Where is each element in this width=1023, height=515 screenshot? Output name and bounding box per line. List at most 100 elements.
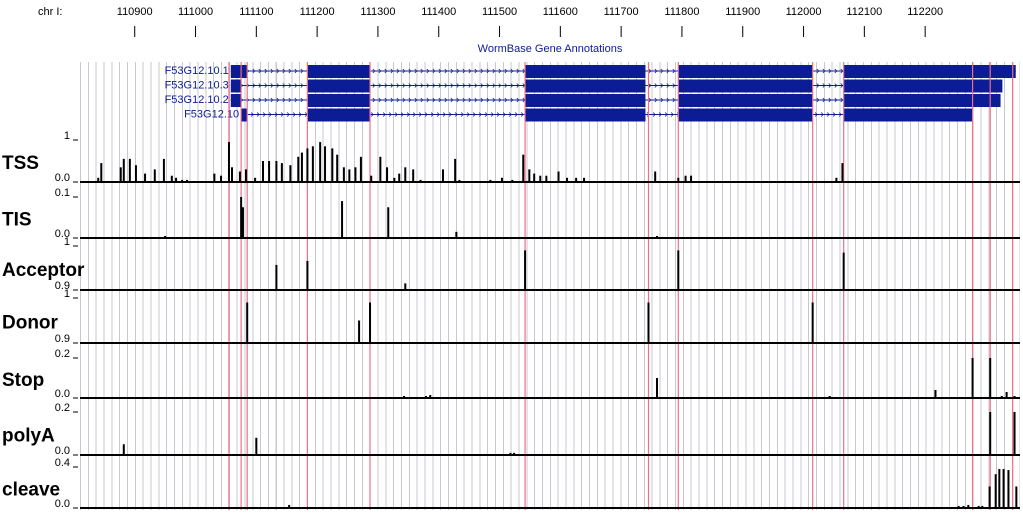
bar — [297, 156, 300, 182]
bar — [289, 165, 292, 182]
strand-arrow — [510, 68, 514, 74]
bar — [977, 505, 980, 508]
strand-arrow — [660, 97, 664, 103]
y-tick-label: 0.0 — [55, 388, 70, 400]
bar — [656, 378, 659, 398]
strand-arrow — [460, 112, 464, 117]
exon — [678, 79, 813, 93]
y-tick-label: 1 — [64, 236, 70, 248]
bar — [306, 148, 309, 182]
strand-arrow — [408, 68, 412, 74]
strand-arrow — [648, 97, 652, 103]
exon — [307, 79, 371, 93]
bar — [398, 173, 401, 182]
bar — [227, 142, 230, 182]
strand-arrow — [498, 68, 502, 74]
bar — [1002, 469, 1005, 508]
strand-arrow — [282, 68, 286, 74]
bar — [220, 175, 223, 182]
bar — [254, 177, 257, 182]
strand-arrow — [516, 83, 520, 88]
y-tick-label: 0.0 — [55, 498, 70, 510]
strand-arrow — [414, 83, 418, 88]
strand-arrow — [468, 68, 472, 74]
bar — [989, 412, 992, 455]
strand-arrow — [654, 68, 658, 74]
strand-arrow — [486, 68, 490, 74]
strand-arrow — [414, 68, 418, 74]
bar — [998, 469, 1001, 508]
strand-arrow — [270, 83, 274, 88]
bar — [336, 154, 339, 182]
x-tick-label: 112200 — [907, 6, 943, 18]
strand-arrow — [450, 83, 454, 88]
exon — [230, 94, 242, 107]
y-tick-label: 0.9 — [55, 333, 70, 345]
strand-arrow — [264, 97, 268, 103]
track-title: WormBase Gene Annotations — [478, 43, 623, 55]
bar — [306, 260, 309, 290]
strand-arrow — [474, 97, 478, 103]
bar — [841, 163, 844, 182]
strand-arrow — [480, 97, 484, 103]
strand-arrow — [490, 112, 494, 117]
bar — [213, 173, 216, 182]
bar — [164, 235, 167, 238]
bar — [404, 283, 407, 290]
track-label: Stop — [2, 370, 44, 391]
strand-arrow — [432, 97, 436, 103]
strand-arrow — [504, 68, 508, 74]
y-tick-label: 0.4 — [55, 457, 70, 469]
strand-arrow — [370, 112, 374, 117]
strand-arrow — [282, 97, 286, 103]
exon — [307, 94, 371, 107]
bar — [934, 390, 937, 398]
strand-arrow — [402, 68, 406, 74]
x-tick-label: 111500 — [482, 6, 517, 18]
bar — [231, 167, 234, 182]
bar — [533, 173, 536, 182]
strand-arrow — [648, 83, 652, 88]
x-tick-label: 111000 — [178, 6, 213, 18]
strand-arrow — [516, 97, 520, 103]
bar — [511, 179, 514, 182]
strand-arrow — [426, 68, 430, 74]
strand-arrow — [390, 68, 394, 74]
strand-arrow — [466, 112, 470, 117]
strand-arrow — [462, 83, 466, 88]
exon — [843, 94, 1001, 107]
x-tick-label: 111100 — [239, 6, 273, 18]
y-tick-label: 0.1 — [55, 187, 70, 199]
strand-arrow — [480, 68, 484, 74]
strand-arrow — [468, 97, 472, 103]
bar — [379, 156, 382, 182]
strand-arrow — [430, 112, 434, 117]
strand-arrow — [276, 68, 280, 74]
exon — [678, 65, 813, 78]
strand-arrow — [646, 112, 650, 117]
strand-arrow — [660, 83, 664, 88]
strand-arrow — [396, 68, 400, 74]
strand-arrow — [382, 112, 386, 117]
strand-arrow — [300, 97, 304, 103]
bar — [288, 504, 291, 508]
strand-arrow — [834, 97, 838, 103]
bar — [1007, 470, 1010, 508]
bar — [241, 207, 244, 238]
strand-arrow — [510, 97, 514, 103]
strand-arrow — [450, 68, 454, 74]
strand-arrow — [270, 68, 274, 74]
strand-arrow — [252, 68, 256, 74]
strand-arrow — [658, 112, 662, 117]
bar — [458, 179, 461, 182]
strand-arrow — [258, 97, 262, 103]
x-tick-label: 111600 — [543, 6, 578, 18]
exon — [241, 108, 248, 122]
bar — [275, 161, 278, 182]
strand-arrow — [654, 83, 658, 88]
bar — [387, 207, 390, 238]
bar — [545, 175, 548, 182]
x-tick-label: 111400 — [421, 6, 456, 18]
strand-arrow — [520, 112, 524, 117]
exon — [525, 79, 646, 93]
